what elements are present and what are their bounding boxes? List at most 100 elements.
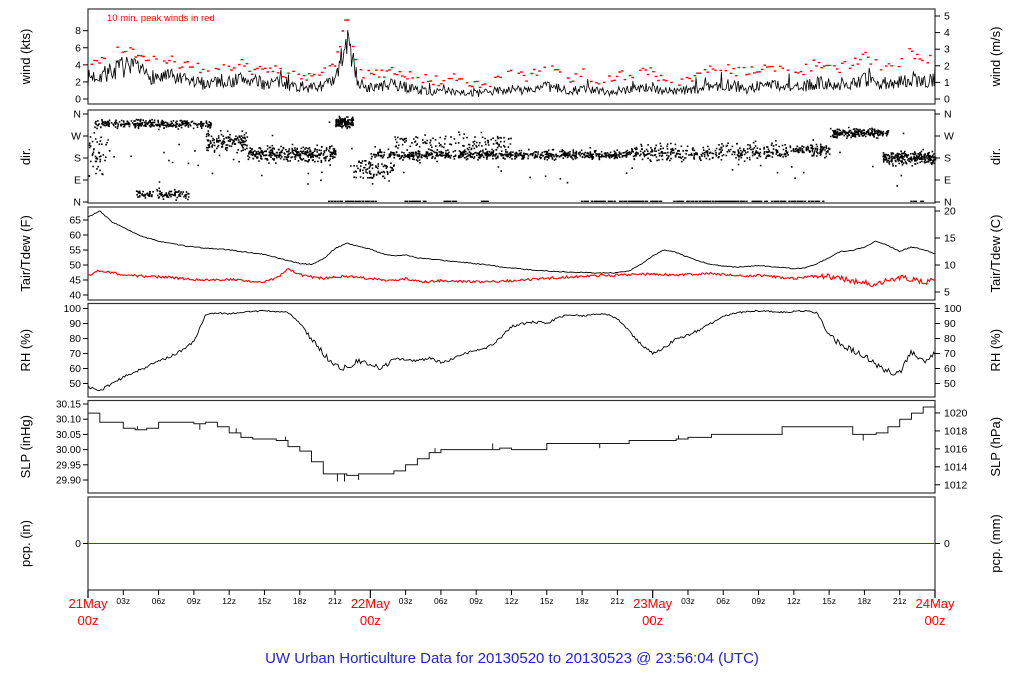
y-tick-label-right: 100 <box>944 303 962 315</box>
y-tick-label-left: 70 <box>69 348 81 360</box>
axis-title-right: wind (m/s) <box>988 27 1003 88</box>
x-minor-label: 03z <box>116 596 130 606</box>
y-tick-label-right: 1 <box>944 77 950 89</box>
x-minor-label: 03z <box>681 596 695 606</box>
y-tick-label-left: 50 <box>69 378 81 390</box>
day-hour-label: 00z <box>925 613 946 628</box>
x-minor-label: 09z <box>752 596 766 606</box>
slp-trace <box>88 404 936 482</box>
y-tick-label-right: 0 <box>944 94 950 106</box>
wind-avg-trace <box>87 30 936 98</box>
y-tick-label-left: 2 <box>75 76 81 88</box>
y-tick-label-left: 100 <box>63 303 81 315</box>
y-tick-label-right: 50 <box>944 378 956 390</box>
axis-title-left: RH (%) <box>18 329 33 372</box>
y-tick-label-left: 50 <box>69 260 81 272</box>
x-minor-label: 15z <box>822 596 836 606</box>
y-tick-label-right: N <box>944 109 952 121</box>
y-tick-label-left: E <box>74 175 81 187</box>
y-tick-label-right: E <box>944 175 951 187</box>
x-minor-label: 21z <box>611 596 625 606</box>
x-minor-label: 06z <box>434 596 448 606</box>
y-tick-label-left: 29.95 <box>56 460 81 471</box>
axis-title-left: pcp. (in) <box>18 520 33 567</box>
x-minor-label: 12z <box>222 596 236 606</box>
x-minor-label: 15z <box>258 596 272 606</box>
y-tick-label-right: 90 <box>944 318 956 330</box>
day-label: 23May <box>633 596 673 611</box>
y-tick-label-left: 30.15 <box>56 400 81 411</box>
y-tick-label-left: 55 <box>69 245 81 257</box>
y-tick-label-left: N <box>73 197 81 209</box>
y-tick-label-right: 1018 <box>944 425 968 437</box>
x-minor-label: 06z <box>152 596 166 606</box>
day-label: 24May <box>915 596 955 611</box>
day-hour-label: 00z <box>78 613 99 628</box>
y-tick-label-right: 2 <box>944 60 950 72</box>
axis-title-left: dir. <box>18 148 33 165</box>
figure-title: UW Urban Horticulture Data for 20130520 … <box>265 650 759 667</box>
y-tick-label-left: S <box>74 153 81 165</box>
day-hour-label: 00z <box>360 613 381 628</box>
panel-frame-direction <box>87 109 936 204</box>
axis-title-right: SLP (hPa) <box>988 417 1003 477</box>
day-label: 21May <box>68 596 108 611</box>
y-tick-label-right: 20 <box>944 206 956 218</box>
x-minor-label: 12z <box>787 596 801 606</box>
y-tick-label-left: 45 <box>69 275 81 287</box>
y-tick-label-right: 70 <box>944 348 956 360</box>
y-tick-label-right: 10 <box>944 260 956 272</box>
y-tick-label-right: 5 <box>944 287 950 299</box>
rh-trace <box>87 309 936 392</box>
y-tick-label-left: 6 <box>75 42 81 54</box>
x-minor-label: 09z <box>469 596 483 606</box>
y-tick-label-right: 1014 <box>944 461 968 473</box>
panel-frame-humidity <box>87 302 936 398</box>
panel-frame-temperature <box>87 206 936 301</box>
y-tick-label-left: 90 <box>69 318 81 330</box>
y-tick-label-right: W <box>944 131 954 143</box>
tdew-trace <box>87 268 936 287</box>
panel-frame-wind <box>87 8 936 105</box>
y-tick-label-left: 29.90 <box>56 476 81 487</box>
x-minor-label: 21z <box>328 596 342 606</box>
x-minor-label: 18z <box>858 596 872 606</box>
y-tick-label-left: 8 <box>75 25 81 37</box>
panel-frame-pressure <box>87 399 936 494</box>
axis-title-right: Tair/Tdew (C) <box>988 214 1003 292</box>
day-label: 22May <box>351 596 391 611</box>
wind-direction-points <box>88 115 937 201</box>
y-tick-label-right: 1020 <box>944 407 968 419</box>
y-tick-label-left: 30.05 <box>56 430 81 441</box>
axis-title-right: RH (%) <box>988 329 1003 372</box>
y-tick-label-left: 30.00 <box>56 445 81 456</box>
y-tick-label-left: 4 <box>75 59 81 71</box>
y-tick-label-right: 3 <box>944 44 950 56</box>
y-tick-label-left: 65 <box>69 215 81 227</box>
y-tick-label-right: 0 <box>944 538 950 550</box>
tair-trace <box>87 210 936 274</box>
axis-title-left: SLP (inHg) <box>18 415 33 478</box>
axis-title-left: wind (kts) <box>18 29 33 86</box>
peak-wind-annotation: 10 min. peak winds in red <box>107 13 215 24</box>
y-tick-label-left: 0 <box>75 94 81 106</box>
day-hour-label: 00z <box>642 613 663 628</box>
x-minor-label: 21z <box>893 596 907 606</box>
y-tick-label-left: 60 <box>69 363 81 375</box>
y-tick-label-left: 40 <box>69 290 81 302</box>
x-minor-label: 18z <box>575 596 589 606</box>
x-minor-label: 09z <box>187 596 201 606</box>
axis-title-left: Tair/Tdew (F) <box>18 215 33 292</box>
axis-title-right: dir. <box>988 148 1003 165</box>
y-tick-label-left: W <box>71 131 81 143</box>
y-tick-label-right: 15 <box>944 233 956 245</box>
y-tick-label-left: 0 <box>75 538 81 550</box>
y-tick-label-left: N <box>73 109 81 121</box>
y-tick-label-right: 5 <box>944 10 950 22</box>
y-tick-label-left: 60 <box>69 230 81 242</box>
x-minor-label: 15z <box>540 596 554 606</box>
y-tick-label-left: 80 <box>69 333 81 345</box>
y-tick-label-left: 30.10 <box>56 415 81 426</box>
